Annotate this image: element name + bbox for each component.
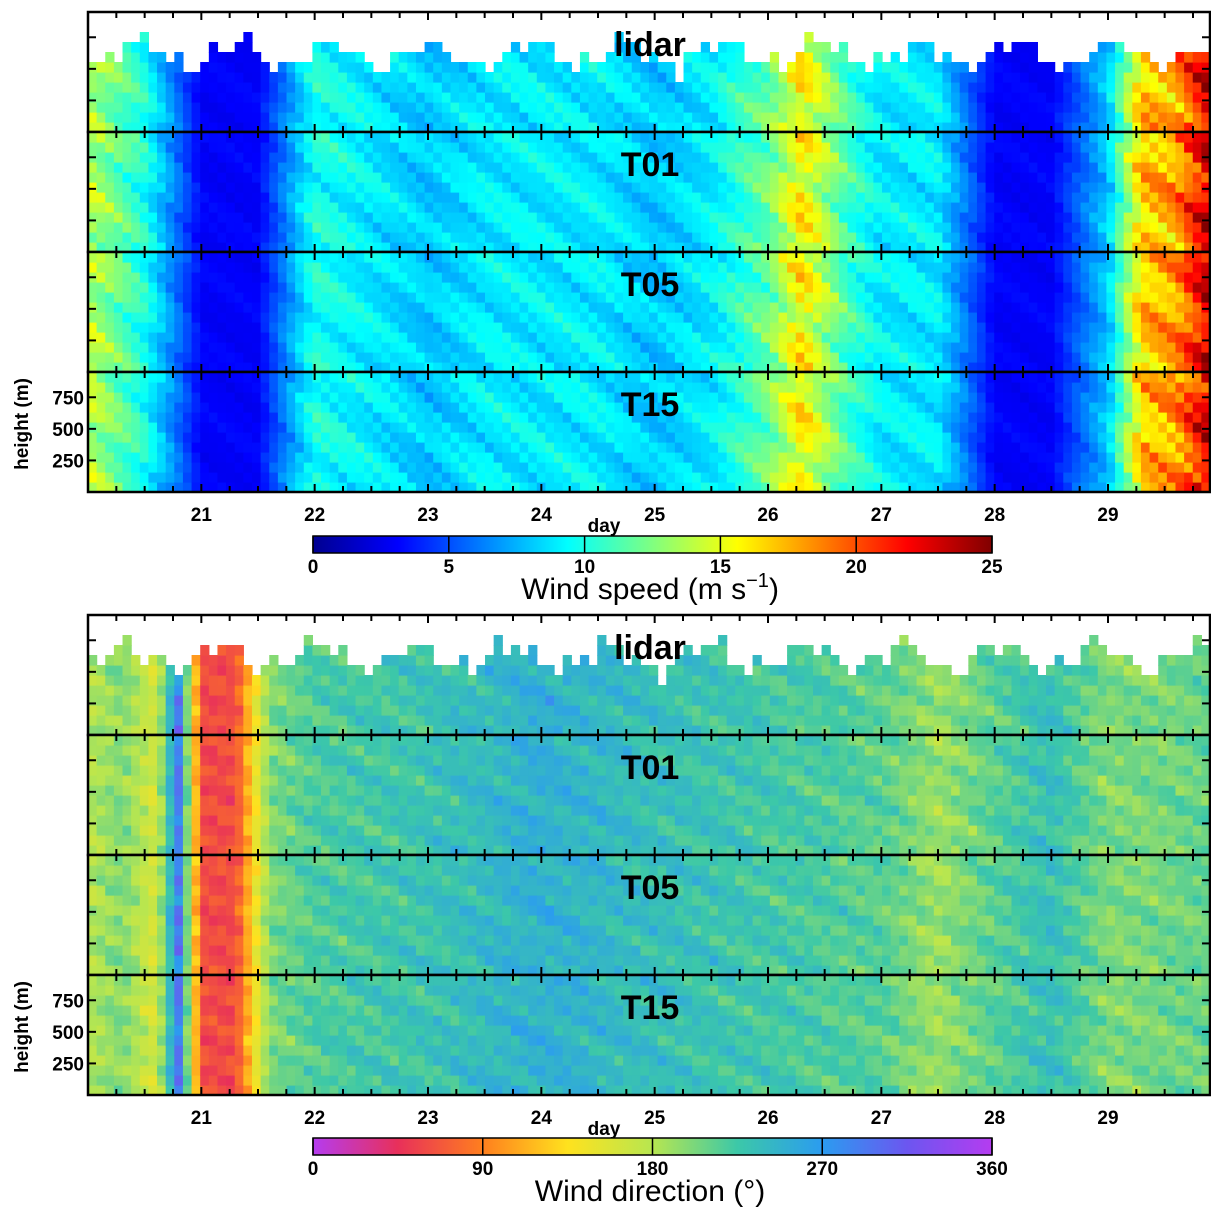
panel-T15: T15 [86, 370, 1211, 494]
colorbar-tick-label: 10 [574, 557, 595, 578]
colorbar-tick-label: 15 [710, 557, 732, 578]
panel-label: T15 [621, 989, 680, 1027]
colorbar-label: Wind direction (°) [535, 1175, 765, 1208]
panel-T01: T01 [86, 130, 1211, 254]
colorbar-gradient [312, 535, 993, 554]
x-tick-label: 21 [191, 1108, 213, 1129]
x-tick-label: 29 [1097, 505, 1118, 526]
panel-T01: T01 [86, 733, 1211, 857]
colorbar: 0 5 10 15 20 25 Wind speed (m s−1) [308, 535, 1003, 606]
panel-T15: T15 [86, 973, 1211, 1097]
colorbar-label: Wind speed (m s−1) [521, 570, 779, 606]
panel-T05: T05 [86, 853, 1211, 977]
panel-lidar: lidar [86, 613, 1211, 737]
x-tick-label: 25 [644, 505, 666, 526]
x-tick-label: 21 [191, 505, 213, 526]
panel-lidar: lidar [86, 10, 1211, 134]
colorbar-tick-label: 360 [976, 1159, 1008, 1180]
x-axis-label: day [588, 516, 621, 537]
x-tick-label: 24 [531, 1108, 553, 1129]
panel-label: T01 [621, 146, 680, 184]
x-tick-label: 26 [757, 505, 778, 526]
x-tick-label: 26 [757, 1108, 778, 1129]
panel-label: T15 [621, 386, 680, 424]
panel-label: T05 [621, 869, 680, 907]
y-tick-label: 250 [52, 1054, 84, 1075]
x-tick-label: 22 [304, 1108, 325, 1129]
x-tick-label: 24 [531, 505, 553, 526]
colorbar-tick-label: 20 [846, 557, 867, 578]
panel-label: T05 [621, 266, 680, 304]
y-tick-label: 750 [52, 388, 84, 409]
panel-label: lidar [614, 26, 686, 64]
x-tick-label: 27 [871, 505, 892, 526]
x-tick-label: 29 [1097, 1108, 1118, 1129]
colorbar: 0 90 180 270 360 Wind direction (°) [308, 1137, 1008, 1208]
panel-label: T01 [621, 749, 680, 787]
colorbar-tick-label: 0 [308, 1159, 319, 1180]
colorbar-tick-label: 5 [444, 557, 455, 578]
colorbar-tick-label: 90 [472, 1159, 493, 1180]
x-tick-label: 22 [304, 505, 325, 526]
x-tick-label: 23 [417, 1108, 438, 1129]
y-tick-label: 500 [52, 1023, 84, 1044]
colorbar-tick-label: 270 [806, 1159, 838, 1180]
y-tick-label: 750 [52, 991, 84, 1012]
colorbar-tick-label: 0 [308, 557, 319, 578]
panel-T05: T05 [86, 250, 1211, 374]
x-tick-label: 27 [871, 1108, 892, 1129]
y-tick-label: 500 [52, 420, 84, 441]
x-axis-label: day [588, 1119, 621, 1140]
panel-label: lidar [614, 629, 686, 667]
y-axis-label: height (m) [12, 378, 33, 470]
x-tick-label: 28 [984, 1108, 1005, 1129]
y-tick-label: 250 [52, 451, 84, 472]
colorbar-tick-label: 180 [637, 1159, 669, 1180]
panel-frame [86, 973, 1211, 1097]
x-tick-label: 25 [644, 1108, 666, 1129]
x-tick-label: 28 [984, 505, 1005, 526]
x-tick-label: 23 [417, 505, 438, 526]
y-axis-label: height (m) [12, 981, 33, 1073]
colorbar-tick-label: 25 [981, 557, 1003, 578]
panel-frame [86, 370, 1211, 494]
